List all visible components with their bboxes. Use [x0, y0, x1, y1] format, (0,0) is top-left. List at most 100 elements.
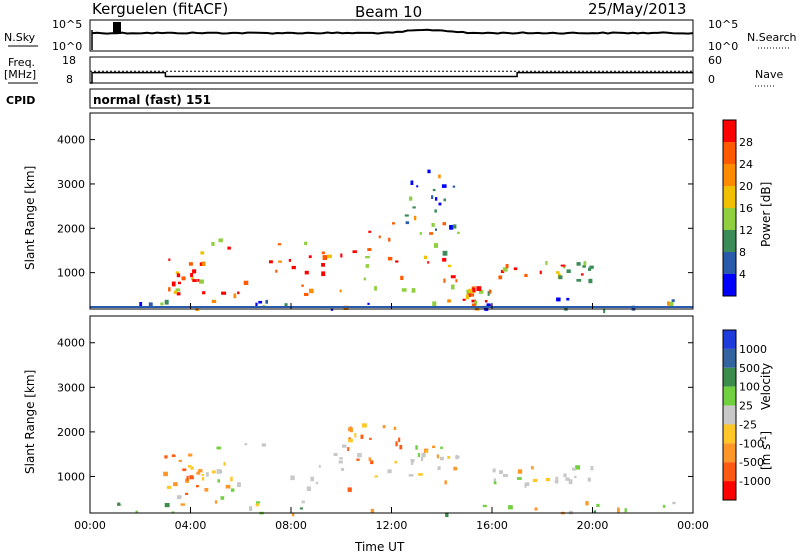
velocity-echo-cell	[230, 488, 235, 492]
velocity-echo-cell	[545, 478, 551, 482]
velocity-echo-cell	[306, 486, 311, 491]
y-tick-label: 4000	[57, 337, 85, 350]
power-echo-cell	[576, 262, 581, 266]
velocity-echo-cell	[185, 492, 189, 495]
velocity-echo-cell	[587, 477, 591, 482]
velocity-echo-cell	[163, 471, 168, 477]
power-echo-cell	[284, 303, 288, 308]
power-echo-cell	[395, 260, 399, 263]
power-echo-cell	[442, 250, 448, 256]
velocity-echo-cell	[255, 503, 260, 507]
power-colorbar-swatch	[723, 274, 736, 296]
velocity-echo-cell	[596, 503, 600, 507]
power-echo-cell	[363, 277, 366, 281]
velocity-echo-cell	[453, 466, 457, 471]
power-echo-cell	[322, 255, 328, 260]
power-echo-cell	[195, 308, 199, 311]
power-echo-cell	[199, 279, 204, 284]
power-echo-cell	[197, 279, 200, 282]
power-y-axis: 1000 2000 3000 4000	[57, 134, 693, 280]
velocity-echo-cell	[399, 444, 403, 450]
x-tick-label: 08:00	[275, 519, 307, 532]
power-echo-cell	[488, 289, 492, 294]
power-echo-cell	[269, 260, 273, 264]
power-echo-cell	[427, 261, 430, 264]
power-echo-cell	[556, 297, 561, 302]
power-echo-cell	[441, 184, 447, 188]
power-echo-cell	[200, 251, 205, 255]
velocity-echo-cell	[220, 496, 225, 500]
power-echo-cell	[255, 302, 258, 308]
power-echo-cell	[387, 256, 393, 261]
velocity-colorbar-tick: 1000	[739, 343, 767, 356]
velocity-echo-cell	[237, 482, 241, 487]
velocity-echo-cell	[517, 477, 522, 480]
x-tick-label: 12:00	[376, 519, 408, 532]
power-echo-cell	[367, 302, 370, 305]
power-echo-cell	[139, 302, 143, 307]
power-echo-cell	[171, 281, 176, 287]
power-echo-cell	[400, 275, 404, 280]
velocity-echo-cell	[532, 478, 538, 482]
y-tick-label: 4000	[57, 134, 85, 147]
power-echo-cell	[277, 243, 282, 246]
velocity-echo-cell	[585, 501, 589, 506]
freq-left-label-2: [MHz]	[4, 68, 36, 81]
power-echo-cell	[435, 197, 438, 201]
velocity-echo-cell	[348, 427, 353, 432]
velocity-colorbar-tick: 500	[739, 362, 760, 375]
power-echo-cell	[188, 262, 193, 266]
power-echo-cell	[438, 174, 441, 179]
power-echo-cell	[558, 275, 563, 280]
freq-right-tick-top: 60	[708, 54, 722, 67]
power-echo-cell	[401, 288, 407, 292]
power-echo-cell	[471, 303, 476, 308]
power-echo-map	[90, 169, 693, 314]
power-colorbar-tick: 28	[739, 136, 753, 149]
velocity-echo-cell	[347, 487, 352, 492]
y-tick-label: 2000	[57, 222, 85, 235]
velocity-echo-cell	[482, 504, 487, 508]
power-echo-cell	[405, 221, 409, 225]
power-echo-cell	[478, 289, 484, 294]
power-echo-cell	[168, 287, 171, 292]
velocity-echo-cell	[408, 474, 414, 477]
power-echo-cell	[431, 195, 434, 199]
power-colorbar-tick: 24	[739, 158, 753, 171]
freq-left-tick-bottom: 8	[66, 73, 73, 86]
velocity-echo-cell	[393, 426, 397, 430]
freq-right-tick-bottom: 0	[708, 73, 715, 86]
velocity-echo-cell	[301, 500, 305, 504]
velocity-echo-cell	[590, 466, 594, 471]
velocity-echo-cell	[617, 507, 620, 513]
velocity-echo-cell	[223, 462, 226, 466]
power-echo-cell	[583, 261, 587, 266]
power-echo-cell	[498, 275, 503, 280]
velocity-colorbar-swatch	[723, 462, 736, 482]
power-echo-cell	[474, 300, 478, 306]
velocity-echo-cell	[315, 481, 319, 485]
power-echo-cell	[423, 255, 428, 260]
power-echo-cell	[265, 299, 268, 304]
power-echo-cell	[447, 299, 451, 303]
power-echo-cell	[588, 278, 593, 284]
noise-panel	[89, 19, 694, 52]
power-echo-cell	[455, 279, 458, 283]
power-echo-cell	[237, 291, 240, 295]
power-echo-cell	[451, 284, 455, 290]
velocity-echo-cell	[370, 460, 374, 465]
power-echo-cell	[556, 271, 560, 274]
velocity-colorbar-swatch	[723, 367, 736, 387]
power-echo-cell	[465, 294, 470, 300]
velocity-y-label: Slant Range [km]	[23, 370, 37, 474]
power-colorbar-swatch	[723, 208, 736, 230]
power-echo-cell	[304, 292, 309, 296]
power-echo-cell	[447, 264, 452, 268]
power-echo-cell	[589, 265, 594, 269]
power-echo-cell	[243, 280, 249, 285]
y-tick-label: 3000	[57, 178, 85, 191]
power-echo-cell	[227, 246, 231, 250]
power-echo-cell	[582, 265, 586, 268]
power-echo-cell	[368, 230, 372, 233]
